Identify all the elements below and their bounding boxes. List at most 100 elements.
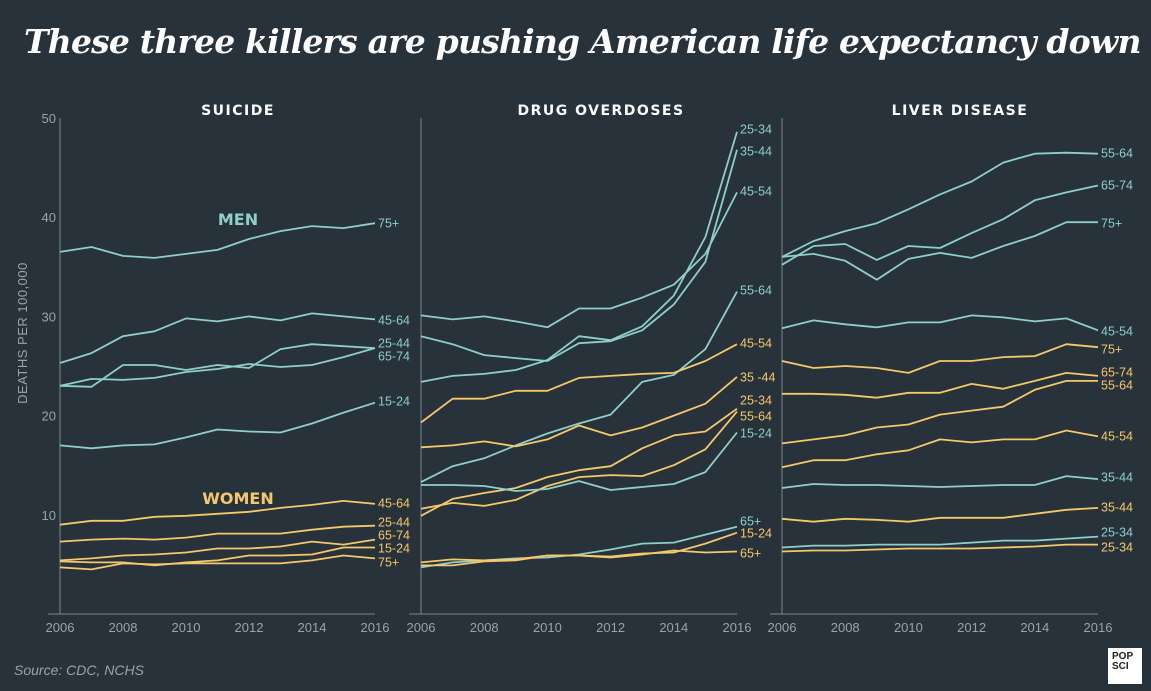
x-tick-label: 2014 — [298, 620, 327, 635]
series-line-women-35-44 — [420, 376, 738, 449]
series-label: 55-64 — [1101, 147, 1133, 161]
series-label: 25-34 — [1101, 541, 1133, 555]
y-tick-label: 40 — [42, 210, 56, 225]
panel-title: SUICIDE — [201, 103, 275, 119]
series-line-women-45-54 — [781, 429, 1099, 469]
series-line-women-25-34 — [781, 543, 1098, 553]
x-tick-label: 2010 — [894, 620, 923, 635]
x-tick-label: 2016 — [723, 620, 752, 635]
series-line-men-25-34 — [420, 131, 738, 383]
series-line-men-45-54 — [420, 191, 738, 329]
series-line-women-65-74 — [59, 538, 376, 562]
series-label: 35-44 — [1101, 501, 1133, 515]
series-line-men-75+ — [781, 221, 1098, 281]
series-label: 45-54 — [1101, 430, 1133, 444]
x-tick-label: 2008 — [109, 620, 138, 635]
series-line-men-65+ — [420, 525, 738, 569]
series-label: 15-24 — [378, 542, 410, 556]
y-tick-label: 20 — [42, 409, 56, 424]
group-label-men: MEN — [218, 210, 258, 229]
series-label: 75+ — [1101, 343, 1122, 357]
x-tick-label: 2008 — [470, 620, 499, 635]
series-label: 15-24 — [378, 395, 410, 409]
series-label: 65-74 — [378, 529, 410, 543]
x-tick-label: 2014 — [659, 620, 688, 635]
x-tick-label: 2008 — [831, 620, 860, 635]
series-label: 15-24 — [740, 527, 772, 541]
series-label: 65-74 — [378, 350, 410, 364]
series-line-men-15-24 — [59, 401, 376, 450]
series-line-women-55-64 — [781, 379, 1098, 445]
series-line-women-65-74 — [782, 371, 1099, 399]
series-line-men-65-74 — [781, 184, 1099, 266]
x-tick-label: 2016 — [1084, 620, 1113, 635]
y-tick-label: 10 — [42, 508, 56, 523]
series-line-men-35-44 — [781, 475, 1099, 489]
series-line-women-55-64 — [420, 411, 738, 510]
series-line-men-55-64 — [781, 151, 1099, 258]
series-label: 55-64 — [740, 410, 772, 424]
series-label: 45-54 — [740, 337, 772, 351]
series-label: 45-54 — [740, 185, 772, 199]
x-tick-label: 2006 — [768, 620, 797, 635]
series-label: 25-34 — [1101, 526, 1133, 540]
series-label: 75+ — [1101, 217, 1122, 231]
panel-title: DRUG OVERDOSES — [517, 103, 684, 119]
series-label: 25-34 — [740, 394, 772, 408]
y-tick-label: 50 — [42, 111, 56, 126]
series-line-women-65+ — [420, 549, 738, 564]
series-label: 55-64 — [1101, 379, 1133, 393]
series-label: 45-54 — [1101, 325, 1133, 339]
series-line-women-25-34 — [420, 407, 738, 517]
x-tick-label: 2012 — [957, 620, 986, 635]
series-label: 75+ — [378, 556, 399, 570]
series-label: 75+ — [378, 217, 399, 231]
series-label: 35-44 — [740, 145, 772, 159]
series-label: 65+ — [740, 547, 761, 561]
series-label: 25-34 — [740, 123, 772, 137]
chart-title: These three killers are pushing American… — [24, 22, 1141, 61]
x-tick-label: 2012 — [235, 620, 264, 635]
series-line-men-25-44 — [59, 343, 376, 388]
series-label: 45-64 — [378, 497, 410, 511]
series-line-men-45-64 — [59, 312, 376, 364]
source-note: Source: CDC, NCHS — [14, 662, 144, 678]
logo-line-1: POP — [1112, 651, 1134, 662]
series-line-women-75+ — [781, 343, 1099, 374]
series-label: 15-24 — [740, 427, 772, 441]
x-tick-label: 2016 — [361, 620, 390, 635]
series-label: 25-44 — [378, 337, 410, 351]
x-tick-label: 2006 — [407, 620, 436, 635]
series-line-women-45-64 — [59, 499, 376, 526]
series-line-men-75+ — [59, 222, 376, 259]
group-label-women: WOMEN — [202, 489, 274, 508]
x-tick-label: 2014 — [1020, 620, 1049, 635]
series-line-men-35-44 — [420, 149, 738, 362]
series-line-women-25-44 — [59, 524, 376, 543]
y-tick-label: 30 — [42, 309, 56, 324]
y-axis-label: DEATHS PER 100,000 — [15, 262, 30, 404]
series-label: 25-44 — [378, 516, 410, 530]
x-tick-label: 2006 — [46, 620, 75, 635]
series-line-men-45-54 — [781, 314, 1099, 332]
series-label: 55-64 — [740, 284, 772, 298]
logo-line-2: SCI — [1112, 661, 1129, 672]
panel-title: LIVER DISEASE — [892, 103, 1029, 119]
x-tick-label: 2012 — [596, 620, 625, 635]
popsci-logo: POP SCI — [1108, 648, 1142, 684]
series-line-men-15-24 — [421, 431, 738, 492]
series-line-men-25-34 — [781, 535, 1099, 549]
series-line-men-55-64 — [420, 291, 738, 483]
series-line-women-45-54 — [420, 343, 738, 424]
x-tick-label: 2010 — [172, 620, 201, 635]
series-line-women-35-44 — [781, 507, 1099, 523]
series-label: 35 -44 — [740, 371, 775, 385]
series-label: 45-64 — [378, 314, 410, 328]
series-label: 65-74 — [1101, 179, 1133, 193]
series-label: 35-44 — [1101, 471, 1133, 485]
series-label: 65+ — [740, 515, 761, 529]
series-label: 65-74 — [1101, 366, 1133, 380]
x-tick-label: 2010 — [533, 620, 562, 635]
